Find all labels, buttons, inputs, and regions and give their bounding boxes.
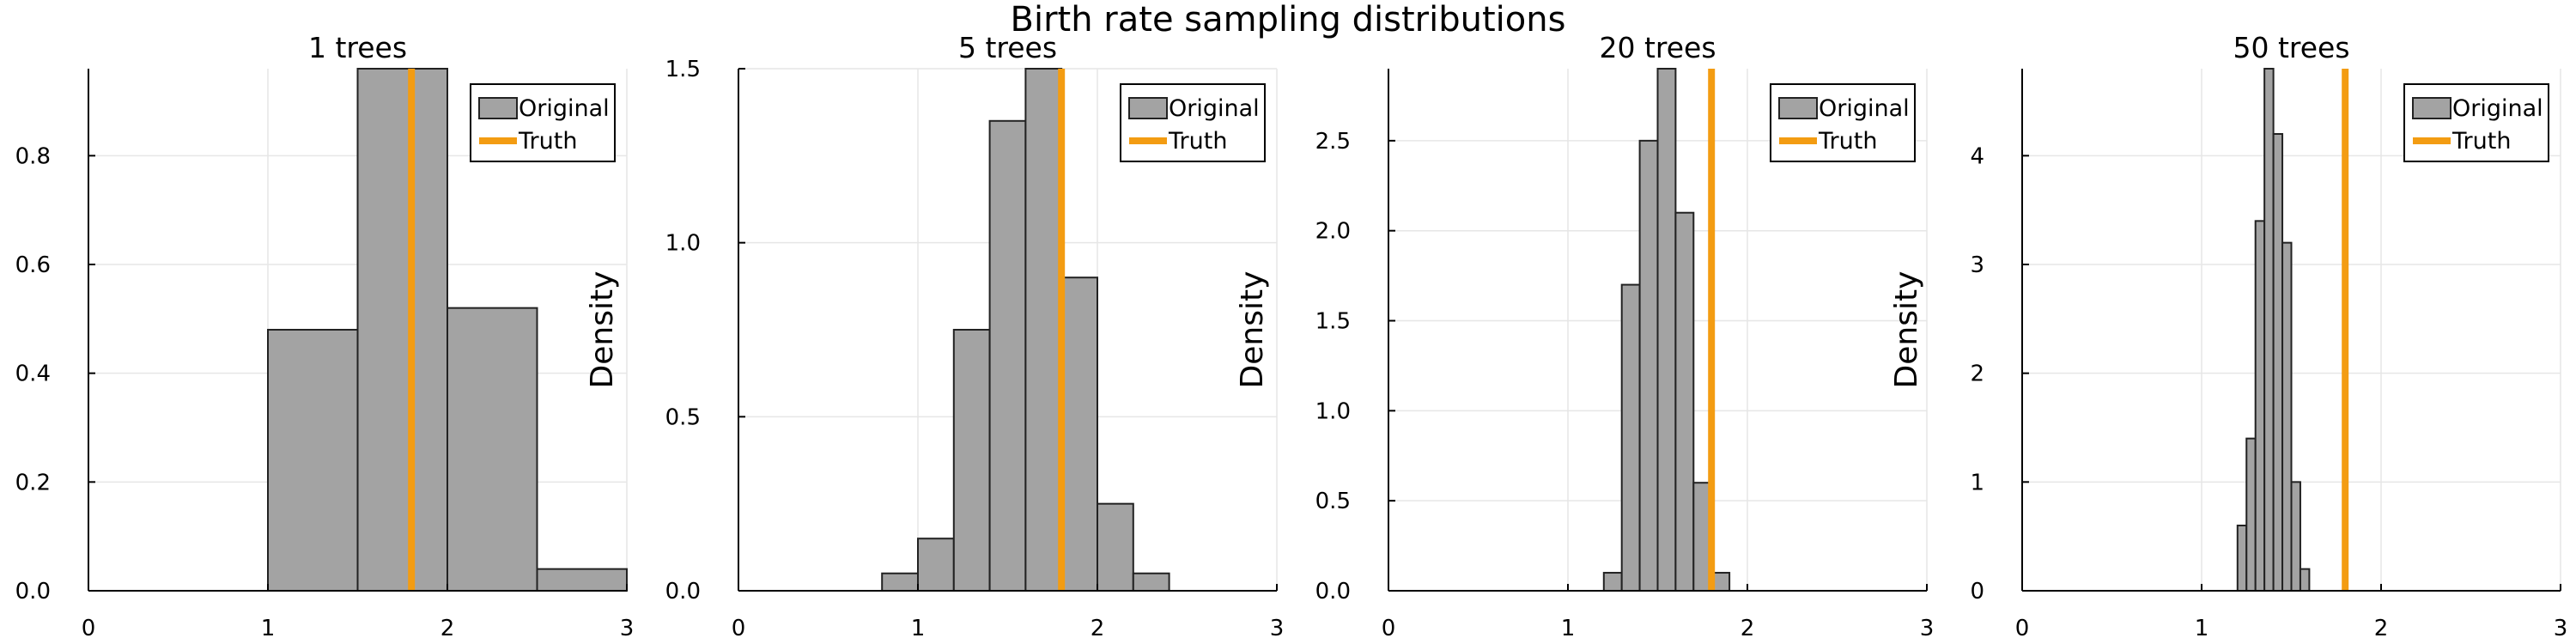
chart-panels: 0 1 2 30.00.20.40.60.81 treesOriginalTruth0… — [15, 31, 2568, 641]
y-tick-label: 2.0 — [1315, 219, 1351, 245]
y-tick-label: 4 — [1970, 143, 1984, 169]
legend: Original Truth — [2403, 83, 2549, 162]
histogram-bar — [1638, 139, 1659, 592]
y-axis-label: Density — [585, 271, 620, 389]
chart-panel-3: 0 1 2 3 0.0 0.5 1.0 1.5 2.0 2.5 20 trees Density Ori… — [1235, 31, 1934, 641]
y-tick-label: 2 — [1970, 361, 1984, 387]
histogram-bar — [1674, 211, 1695, 592]
histogram-bar — [917, 538, 955, 592]
x-tick-label: 1 — [1561, 616, 1576, 641]
legend-swatch-original — [478, 97, 518, 119]
chart-panel-2: 0 1 2 3 0.0 0.5 1.0 1.5 5 trees Density Original Tr… — [585, 31, 1284, 641]
y-tick-label: 0.5 — [1315, 489, 1351, 514]
panel-title: 50 trees — [2233, 31, 2349, 64]
legend-label-original: Original — [1169, 95, 1260, 122]
x-tick-label: 3 — [1920, 616, 1935, 641]
y-tick-label: 0.4 — [15, 361, 51, 387]
legend-label-truth: Truth — [2451, 128, 2511, 155]
x-tick-label: 0 — [1382, 616, 1396, 641]
y-tick-label: 0.5 — [665, 404, 701, 430]
y-tick-label: 3 — [1970, 252, 1984, 278]
legend-label-original: Original — [1819, 95, 1910, 122]
y-axis-label: Density — [1235, 271, 1270, 389]
panel-title: 5 trees — [958, 31, 1057, 64]
histogram-bar — [988, 119, 1027, 592]
histogram-bar — [1060, 276, 1098, 592]
x-tick-label: 2 — [1741, 616, 1755, 641]
histogram-bar — [2263, 68, 2275, 592]
y-tick-label: 2.5 — [1315, 129, 1351, 155]
y-tick-label: 1.0 — [1315, 398, 1351, 424]
chart-panel-4: 0 1 2 3 0 1 2 3 4 50 trees Density Original Truth — [1889, 31, 2567, 641]
histogram-bar — [536, 568, 628, 592]
x-tick-label: 0 — [2015, 616, 2030, 641]
legend: Original Truth — [470, 83, 616, 162]
histogram-bar — [881, 572, 919, 592]
panel-title: 20 trees — [1599, 31, 1716, 64]
y-tick-label: 0 — [1970, 579, 1984, 605]
histogram-bar — [1097, 502, 1134, 592]
histogram-bar — [1024, 68, 1063, 592]
histogram-bar — [2290, 481, 2301, 592]
y-tick-label: 1.5 — [665, 57, 701, 82]
x-tick-label: 2 — [2374, 616, 2389, 641]
histogram-bar — [2281, 241, 2293, 592]
histogram-bar — [447, 307, 538, 592]
histogram-bar — [1602, 572, 1623, 592]
histogram-bar — [2254, 220, 2266, 592]
legend: Original Truth — [1770, 83, 1916, 162]
histogram-bar — [356, 68, 448, 592]
y-tick-label: 0.6 — [15, 252, 51, 278]
histogram-bar — [2299, 568, 2311, 592]
histogram-bar — [2272, 133, 2284, 592]
y-tick-label: 0.8 — [15, 143, 51, 169]
x-tick-label: 0 — [82, 616, 96, 641]
y-tick-label: 0.2 — [15, 470, 51, 495]
histogram-bar — [2236, 525, 2248, 592]
panel-title: 1 trees — [308, 31, 407, 64]
histogram-bar — [267, 329, 359, 592]
legend-label-original: Original — [519, 95, 610, 122]
legend-label-truth: Truth — [1818, 128, 1877, 155]
y-tick-label: 0.0 — [1315, 579, 1351, 605]
legend-label-truth: Truth — [518, 128, 577, 155]
y-axis-label: Density — [1889, 271, 1924, 389]
histogram-bar — [1620, 283, 1641, 592]
x-tick-label: 3 — [620, 616, 635, 641]
x-tick-label: 1 — [911, 616, 926, 641]
histogram-bar — [1656, 68, 1677, 592]
y-tick-label: 1.0 — [665, 231, 701, 257]
legend: Original Truth — [1120, 83, 1266, 162]
x-tick-label: 0 — [732, 616, 746, 641]
histogram-bar — [1132, 572, 1170, 592]
legend-swatch-original — [2412, 97, 2451, 119]
x-tick-label: 1 — [261, 616, 276, 641]
x-tick-label: 1 — [2195, 616, 2209, 641]
x-tick-label: 2 — [1091, 616, 1105, 641]
legend-swatch-original — [1778, 97, 1818, 119]
x-tick-label: 3 — [2554, 616, 2568, 641]
y-tick-label: 0.0 — [15, 579, 51, 605]
histogram-bar — [952, 329, 991, 592]
legend-label-original: Original — [2452, 95, 2543, 122]
y-tick-label: 1.5 — [1315, 309, 1351, 335]
legend-label-truth: Truth — [1168, 128, 1227, 155]
histogram-bar — [2245, 437, 2257, 592]
legend-swatch-original — [1128, 97, 1168, 119]
chart-panel-1: 0 1 2 3 0.0 0.2 0.4 0.6 0.8 1 trees Original Truth — [15, 31, 635, 641]
figure-title: Birth rate sampling distributions — [1011, 0, 1566, 39]
x-tick-label: 3 — [1270, 616, 1285, 641]
x-tick-label: 2 — [440, 616, 455, 641]
y-tick-label: 0.0 — [665, 579, 701, 605]
y-tick-label: 1 — [1970, 470, 1984, 495]
